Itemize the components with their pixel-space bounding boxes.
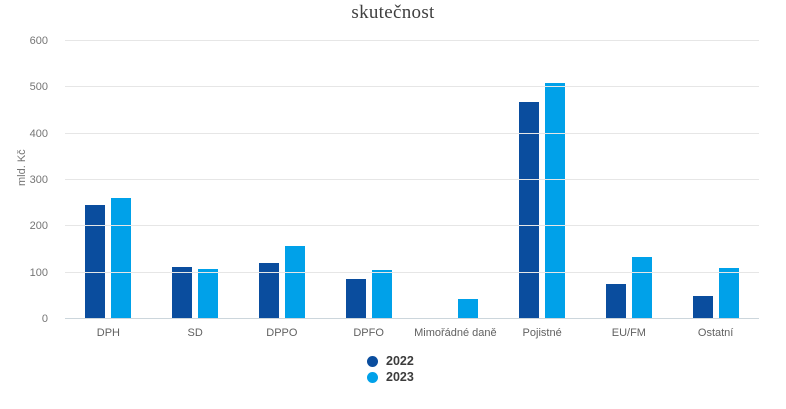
x-axis-label: Mimořádné daně (414, 327, 497, 339)
y-tick-label: 300 (29, 174, 48, 186)
bar-group (412, 41, 499, 319)
bar-2023 (718, 268, 739, 319)
bar-2022 (692, 296, 713, 319)
x-axis-labels: DPH SD DPPO DPFO Mimořádné daně Pojistné EU/FM… (65, 327, 759, 339)
chart-title: skutečnost (351, 2, 435, 23)
legend-item-2023: 2023 (367, 370, 419, 384)
y-tick-label: 200 (29, 220, 48, 233)
x-axis-label: DPFO (353, 327, 384, 339)
bar-2023 (284, 246, 305, 319)
y-tick-label: 600 (29, 35, 48, 47)
bar-2023 (458, 299, 479, 319)
bar-2023 (631, 257, 652, 319)
bar-group (152, 41, 239, 319)
bar-2023 (545, 83, 566, 319)
bar-group (65, 41, 152, 319)
gridline (65, 40, 759, 41)
legend-marker-icon (367, 355, 378, 367)
x-axis-label: SD (187, 327, 203, 339)
bar-group (325, 41, 412, 319)
y-tick-label: 100 (29, 266, 48, 279)
legend-label: 2022 (386, 354, 414, 368)
x-axis-line (65, 318, 759, 319)
bar-2023 (371, 270, 392, 319)
gridline (65, 225, 759, 227)
legend-item-2022: 2022 (367, 354, 419, 368)
bar-groups (65, 41, 759, 319)
x-axis-label: EU/FM (611, 327, 646, 339)
y-tick-label: 400 (29, 127, 48, 140)
x-axis-label: Pojistné (522, 327, 562, 339)
x-axis-label: DPPO (266, 327, 298, 339)
legend-marker-icon (367, 371, 378, 383)
y-tick-label: 0 (41, 313, 48, 325)
x-axis-label: Ostatní (697, 327, 734, 339)
gridline (65, 271, 759, 273)
bar-group (239, 41, 326, 319)
bar-2023 (198, 269, 219, 319)
bar-group (586, 41, 673, 319)
legend-label: 2023 (386, 370, 414, 384)
bar-2022 (605, 284, 626, 319)
bar-2022 (85, 205, 106, 319)
bar-group (499, 41, 586, 319)
bar-2023 (111, 198, 132, 319)
bar-2022 (519, 102, 540, 319)
gridline (65, 132, 759, 134)
y-tick-label: 500 (29, 81, 48, 94)
gridline (65, 179, 759, 180)
x-axis-label: DPH (96, 327, 120, 339)
bar-2022 (172, 267, 193, 319)
bar-2022 (345, 279, 366, 319)
legend: 2022 2023 (0, 354, 786, 384)
gridline (65, 86, 759, 88)
bar-2022 (258, 263, 279, 319)
plot-area (65, 40, 759, 319)
bar-group (672, 41, 759, 319)
